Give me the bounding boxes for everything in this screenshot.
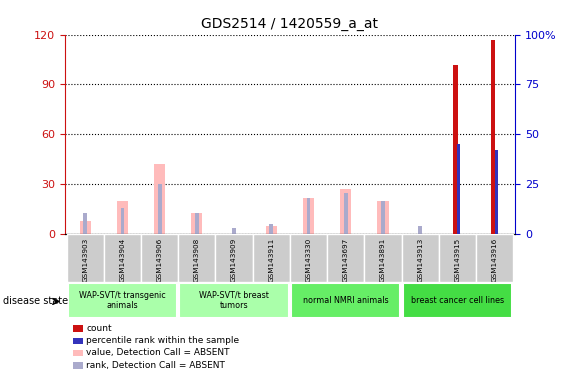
Bar [291, 283, 400, 318]
Text: GSM143904: GSM143904 [119, 238, 126, 282]
Bar [120, 208, 124, 234]
Bar [381, 201, 385, 234]
Bar [340, 189, 351, 234]
Bar [66, 234, 104, 282]
Bar [191, 213, 203, 234]
Bar [158, 184, 162, 234]
Bar [290, 234, 327, 282]
Bar [154, 164, 166, 234]
Bar [403, 283, 512, 318]
Bar [458, 144, 461, 234]
Bar [79, 221, 91, 234]
Text: GSM143891: GSM143891 [380, 238, 386, 282]
Title: GDS2514 / 1420559_a_at: GDS2514 / 1420559_a_at [202, 17, 378, 31]
Text: GSM143906: GSM143906 [157, 238, 163, 282]
Bar [178, 234, 216, 282]
Bar [401, 234, 439, 282]
Text: GSM143911: GSM143911 [269, 238, 274, 282]
Bar [68, 283, 177, 318]
Bar [377, 201, 388, 234]
Bar [180, 283, 289, 318]
Bar [364, 234, 401, 282]
Bar [490, 40, 495, 234]
Text: GSM143908: GSM143908 [194, 238, 200, 282]
Bar [83, 213, 87, 234]
Text: percentile rank within the sample: percentile rank within the sample [86, 336, 239, 345]
Text: rank, Detection Call = ABSENT: rank, Detection Call = ABSENT [86, 361, 225, 370]
Bar [439, 234, 476, 282]
Bar [307, 198, 310, 234]
Text: GSM143909: GSM143909 [231, 238, 237, 282]
Bar [303, 198, 314, 234]
Text: disease state: disease state [3, 296, 68, 306]
Text: count: count [86, 324, 112, 333]
Bar [141, 234, 178, 282]
Text: GSM143330: GSM143330 [306, 238, 311, 282]
Bar [117, 201, 128, 234]
Text: GSM143903: GSM143903 [82, 238, 88, 282]
Bar [476, 234, 513, 282]
Bar [253, 234, 290, 282]
Bar [216, 234, 253, 282]
Bar [233, 228, 236, 234]
Bar [327, 234, 364, 282]
Text: value, Detection Call = ABSENT: value, Detection Call = ABSENT [86, 348, 230, 358]
Bar [270, 224, 273, 234]
Bar [266, 226, 277, 234]
Text: GSM143913: GSM143913 [417, 238, 423, 282]
Text: WAP-SVT/t breast
tumors: WAP-SVT/t breast tumors [199, 291, 269, 310]
Bar [418, 226, 422, 234]
Text: breast cancer cell lines: breast cancer cell lines [411, 296, 504, 305]
Bar [453, 65, 458, 234]
Text: GSM143916: GSM143916 [491, 238, 498, 282]
Text: GSM143697: GSM143697 [343, 238, 349, 282]
Bar [344, 193, 347, 234]
Text: WAP-SVT/t transgenic
animals: WAP-SVT/t transgenic animals [79, 291, 166, 310]
Bar [495, 151, 498, 234]
Bar [195, 213, 199, 234]
Text: GSM143915: GSM143915 [454, 238, 461, 282]
Bar [104, 234, 141, 282]
Text: normal NMRI animals: normal NMRI animals [303, 296, 388, 305]
